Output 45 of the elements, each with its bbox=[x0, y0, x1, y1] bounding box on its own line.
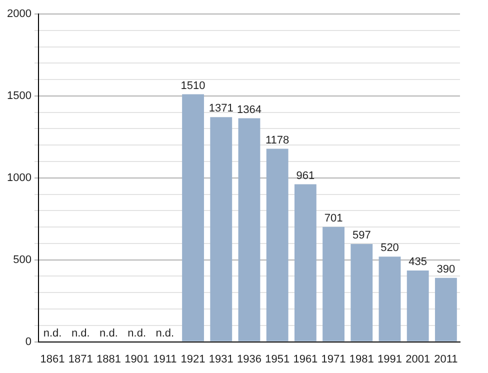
x-tick-label: 2001 bbox=[406, 353, 430, 366]
x-tick-label: 1936 bbox=[236, 353, 262, 366]
bar bbox=[378, 256, 401, 342]
data-label: 1371 bbox=[208, 102, 234, 115]
x-tick-label: 1991 bbox=[378, 353, 402, 366]
bar bbox=[210, 117, 232, 342]
x-tick-label: 1881 bbox=[96, 353, 121, 366]
y-tick-label: 0 bbox=[25, 336, 32, 348]
text: n.d. bbox=[156, 327, 174, 340]
x-tick-label: 1861 bbox=[40, 353, 65, 366]
bar bbox=[182, 94, 204, 342]
x-tick-label: 1921 bbox=[180, 353, 206, 366]
y-tick-label: 1000 bbox=[6, 172, 32, 184]
x-tick-label: 1871 bbox=[68, 353, 93, 366]
bar bbox=[322, 226, 344, 342]
data-label: 1364 bbox=[236, 104, 262, 116]
data-label: 520 bbox=[380, 242, 399, 254]
bar bbox=[266, 148, 288, 342]
data-label: 1510 bbox=[180, 80, 206, 92]
data-label: 701 bbox=[324, 212, 343, 224]
data-label: 435 bbox=[408, 256, 428, 268]
bar bbox=[238, 118, 260, 342]
text: n.d. bbox=[128, 327, 146, 340]
x-tick-label: 1901 bbox=[124, 353, 150, 366]
data-label: 597 bbox=[352, 229, 371, 242]
data-label: 961 bbox=[296, 170, 315, 182]
x-tick-label: 1971 bbox=[321, 353, 346, 366]
bar bbox=[350, 244, 373, 342]
y-tick-label: 1500 bbox=[6, 90, 32, 102]
y-tick-label: 500 bbox=[13, 254, 32, 266]
x-tick-label: 2011 bbox=[434, 353, 458, 366]
x-tick-label: 1981 bbox=[349, 353, 374, 366]
bar bbox=[434, 278, 457, 342]
bar bbox=[294, 184, 316, 342]
text: n.d. bbox=[43, 327, 62, 340]
bar bbox=[406, 270, 429, 342]
data-label: 390 bbox=[436, 263, 456, 276]
y-tick-label: 2000 bbox=[6, 8, 32, 20]
x-tick-label: 1911 bbox=[153, 353, 177, 366]
text: n.d. bbox=[100, 327, 118, 340]
x-tick-label: 1961 bbox=[293, 353, 318, 366]
x-tick-label: 1951 bbox=[265, 353, 290, 366]
x-tick-label: 1931 bbox=[208, 353, 234, 366]
text: n.d. bbox=[71, 327, 90, 340]
data-label: 1178 bbox=[266, 134, 290, 146]
